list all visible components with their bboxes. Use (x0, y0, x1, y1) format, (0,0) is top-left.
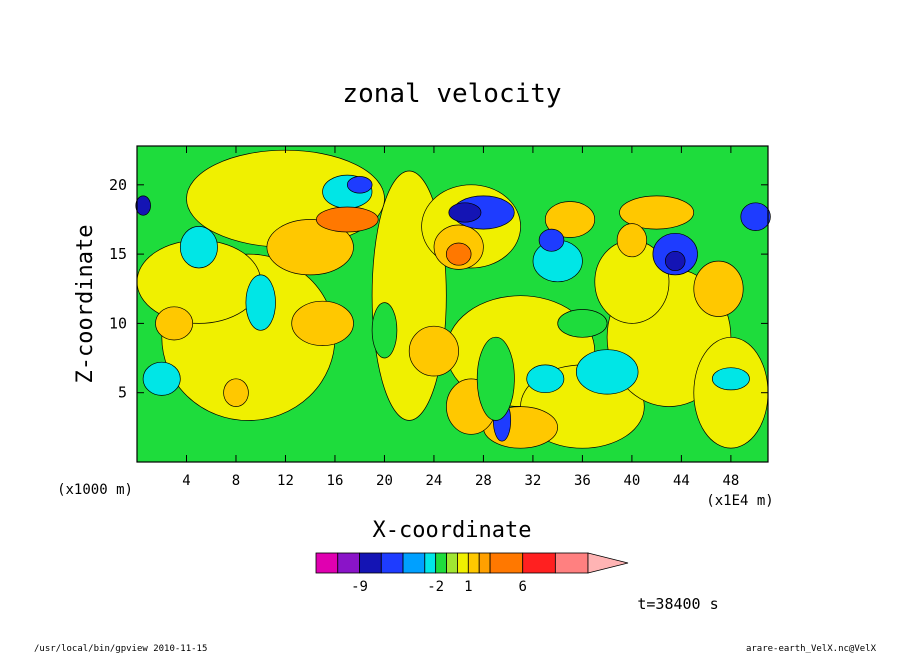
colorbar-segment (522, 552, 556, 574)
field-blob-31 (445, 242, 472, 266)
field-blob-33 (448, 202, 482, 223)
colorbar-label: -9 (351, 579, 368, 595)
x-tick-label: 36 (574, 473, 591, 489)
x-tick-label: 32 (524, 473, 541, 489)
colorbar-label: 1 (464, 579, 472, 595)
x-unit-right: (x1E4 m) (706, 493, 773, 509)
field-blob-36 (740, 202, 771, 231)
field-blob-11 (245, 274, 276, 331)
field-blob-10 (179, 226, 218, 269)
field-blob-15 (711, 367, 750, 391)
velocity-field (135, 149, 771, 449)
x-tick-label: 44 (673, 473, 690, 489)
field-blob-24 (291, 300, 354, 346)
colorbar-segment (315, 552, 339, 574)
x-tick-label: 40 (623, 473, 640, 489)
chart-title: zonal velocity (342, 79, 561, 109)
field-blob-29 (223, 378, 249, 407)
colorbar (315, 552, 629, 574)
colorbar-segment (489, 552, 524, 574)
plot-frame (136, 145, 769, 463)
y-tick-label: 15 (109, 245, 127, 263)
colorbar-segment (467, 552, 480, 574)
time-label: t=38400 s (637, 595, 718, 613)
field-blob-35 (664, 250, 686, 272)
field-blob-41 (476, 336, 515, 421)
colorbar-segment (380, 552, 404, 574)
x-tick-label: 4 (182, 473, 190, 489)
footer-left: /usr/local/bin/gpview 2010-11-15 (34, 644, 207, 654)
field-blob-22 (693, 260, 744, 317)
field-blob-13 (575, 349, 639, 395)
x-unit-left: (x1000 m) (57, 482, 133, 498)
colorbar-segment (435, 552, 447, 574)
field-blob-42 (371, 302, 398, 359)
field-blob-30 (316, 206, 379, 233)
y-axis-ticks: 5 10 15 20 (109, 176, 768, 402)
colorbar-segment (478, 552, 491, 574)
y-tick-label: 5 (118, 384, 127, 402)
field-blob-38 (346, 176, 373, 194)
colorbar-label: 6 (519, 579, 527, 595)
x-axis-label: X-coordinate (373, 518, 532, 543)
field-blob-14 (526, 364, 565, 394)
field-blob-37 (135, 195, 151, 216)
field-blob-23 (155, 306, 194, 341)
colorbar-segment (337, 552, 360, 574)
colorbar-labels: -9 -2 1 6 (351, 579, 527, 595)
colorbar-segment (402, 552, 426, 574)
colorbar-segment (457, 552, 469, 574)
x-tick-label: 20 (376, 473, 393, 489)
x-tick-label: 28 (475, 473, 492, 489)
x-tick-label: 48 (722, 473, 739, 489)
field-blob-18 (266, 219, 354, 276)
field-blob-28 (616, 223, 648, 258)
x-tick-label: 12 (277, 473, 294, 489)
field-blob-7 (693, 336, 769, 449)
footer-right: arare-earth_VelX.nc@VelX (746, 644, 877, 654)
field-blob-25 (408, 325, 459, 377)
y-tick-label: 10 (109, 314, 127, 332)
x-axis-ticks: 4 8 12 16 20 24 28 32 36 40 44 48 (182, 146, 739, 489)
x-tick-label: 8 (232, 473, 240, 489)
colorbar-segment (446, 552, 458, 574)
colorbar-segment (359, 552, 382, 574)
x-tick-label: 16 (327, 473, 344, 489)
field-blob-21 (619, 195, 695, 230)
y-axis-label: Z-coordinate (73, 225, 98, 384)
y-tick-label: 20 (109, 176, 127, 194)
colorbar-label: -2 (427, 579, 444, 595)
colorbar-extend-arrow (587, 552, 629, 574)
field-blob-43 (557, 309, 608, 338)
field-blob-40 (538, 228, 565, 252)
x-tick-label: 24 (426, 473, 443, 489)
colorbar-segment (424, 552, 437, 574)
field-blob-20 (544, 201, 596, 238)
colorbar-segment (554, 552, 589, 574)
field-blob-12 (142, 361, 181, 396)
